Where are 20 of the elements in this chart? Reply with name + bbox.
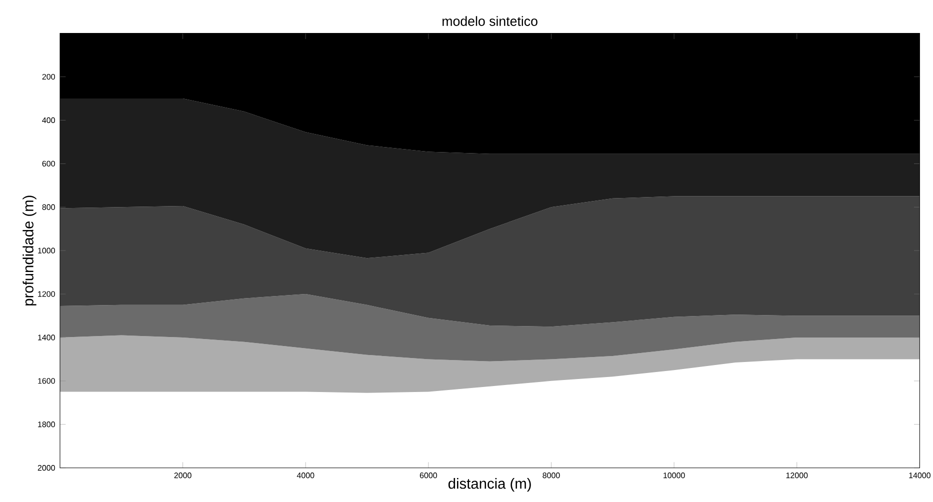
x-tick-label: 14000 [909, 472, 930, 478]
y-tick-label: 600 [42, 160, 55, 166]
y-tick-label: 1800 [38, 421, 55, 427]
y-tick-label: 1000 [38, 248, 55, 254]
y-tick-label: 800 [42, 204, 55, 210]
y-axis-title: profundidade (m) [22, 195, 36, 306]
x-tick-label: 2000 [174, 472, 192, 478]
x-tick-label: 10000 [664, 472, 685, 478]
x-tick-label: 12000 [786, 472, 808, 478]
y-tick-label: 2000 [38, 464, 55, 470]
y-tick-label: 1200 [38, 290, 55, 297]
x-tick-label: 8000 [542, 472, 560, 478]
y-tick-label: 200 [42, 74, 55, 80]
x-tick-label: 4000 [296, 472, 314, 478]
chart-title: modelo sintetico [442, 16, 538, 26]
x-tick-label: 6000 [420, 472, 438, 478]
y-tick-label: 400 [42, 117, 55, 123]
y-tick-label: 1400 [38, 334, 55, 340]
x-axis-title: distancia (m) [448, 478, 531, 492]
y-tick-label: 1600 [38, 378, 55, 384]
